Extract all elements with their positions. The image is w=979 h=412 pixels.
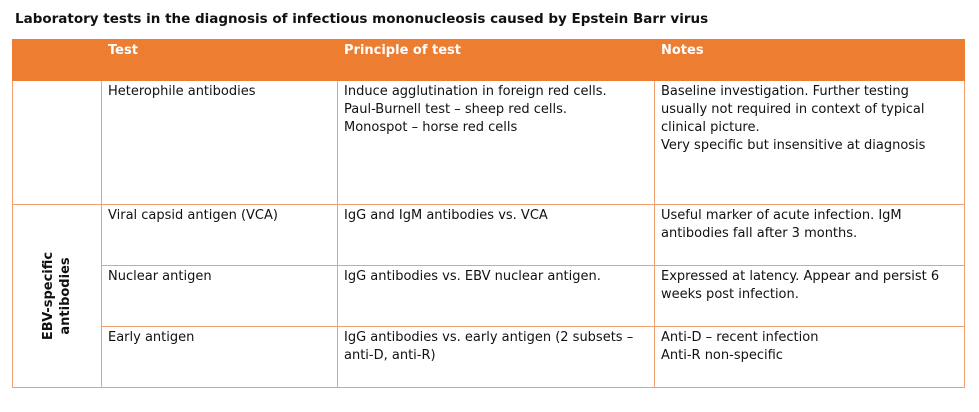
lab-tests-table: Test Principle of test Notes Heterophile…	[12, 39, 965, 388]
notes-line: Anti-R non-specific	[661, 348, 783, 363]
header-group	[12, 39, 102, 81]
principle-line: Monospot – horse red cells	[344, 120, 518, 135]
principle-line: Paul-Burnell test – sheep red cells.	[344, 102, 568, 117]
principle-cell: IgG antibodies vs. early antigen (2 subs…	[337, 326, 655, 388]
principle-line: IgG and IgM antibodies vs. VCA	[344, 208, 548, 223]
test-cell: Viral capsid antigen (VCA)	[101, 204, 338, 266]
document-title: Laboratory tests in the diagnosis of inf…	[15, 11, 709, 27]
notes-cell: Expressed at latency. Appear and persist…	[654, 265, 965, 327]
notes-cell: Useful marker of acute infection. IgM an…	[654, 204, 965, 266]
test-cell: Early antigen	[101, 326, 338, 388]
principle-cell: IgG and IgM antibodies vs. VCA	[337, 204, 655, 266]
group-cell-ebv: EBV-specific antibodies	[12, 204, 102, 388]
notes-line: Very specific but insensitive at diagnos…	[661, 138, 926, 153]
principle-line: Induce agglutination in foreign red cell…	[344, 84, 607, 99]
notes-line: Anti-D – recent infection	[661, 330, 819, 345]
table-row: EBV-specific antibodies Viral capsid ant…	[12, 204, 965, 388]
table-header-row: Test Principle of test Notes	[12, 39, 965, 81]
notes-line: Baseline investigation. Further testing …	[661, 84, 925, 135]
table-row: Heterophile antibodies Induce agglutinat…	[12, 80, 965, 205]
notes-line: Expressed at latency. Appear and persist…	[661, 269, 940, 302]
notes-cell: Anti-D – recent infection Anti-R non-spe…	[654, 326, 965, 388]
table-row: Early antigen IgG antibodies vs. early a…	[13, 326, 965, 388]
principle-line: IgG antibodies vs. early antigen (2 subs…	[344, 330, 634, 363]
test-cell: Nuclear antigen	[101, 265, 338, 327]
test-cell: Heterophile antibodies	[101, 80, 338, 205]
group-label-line: antibodies	[58, 257, 73, 335]
principle-line: IgG antibodies vs. EBV nuclear antigen.	[344, 269, 601, 284]
table-row: Nuclear antigen IgG antibodies vs. EBV n…	[13, 265, 965, 327]
notes-line: Useful marker of acute infection. IgM an…	[661, 208, 902, 241]
principle-cell: IgG antibodies vs. EBV nuclear antigen.	[337, 265, 655, 327]
group-label-line: EBV-specific	[41, 251, 56, 341]
group-cell-empty	[12, 80, 102, 205]
header-notes: Notes	[654, 39, 965, 81]
principle-cell: Induce agglutination in foreign red cell…	[337, 80, 655, 205]
notes-cell: Baseline investigation. Further testing …	[654, 80, 965, 205]
header-principle: Principle of test	[337, 39, 655, 81]
group-label: EBV-specific antibodies	[40, 252, 74, 340]
header-test: Test	[101, 39, 338, 81]
